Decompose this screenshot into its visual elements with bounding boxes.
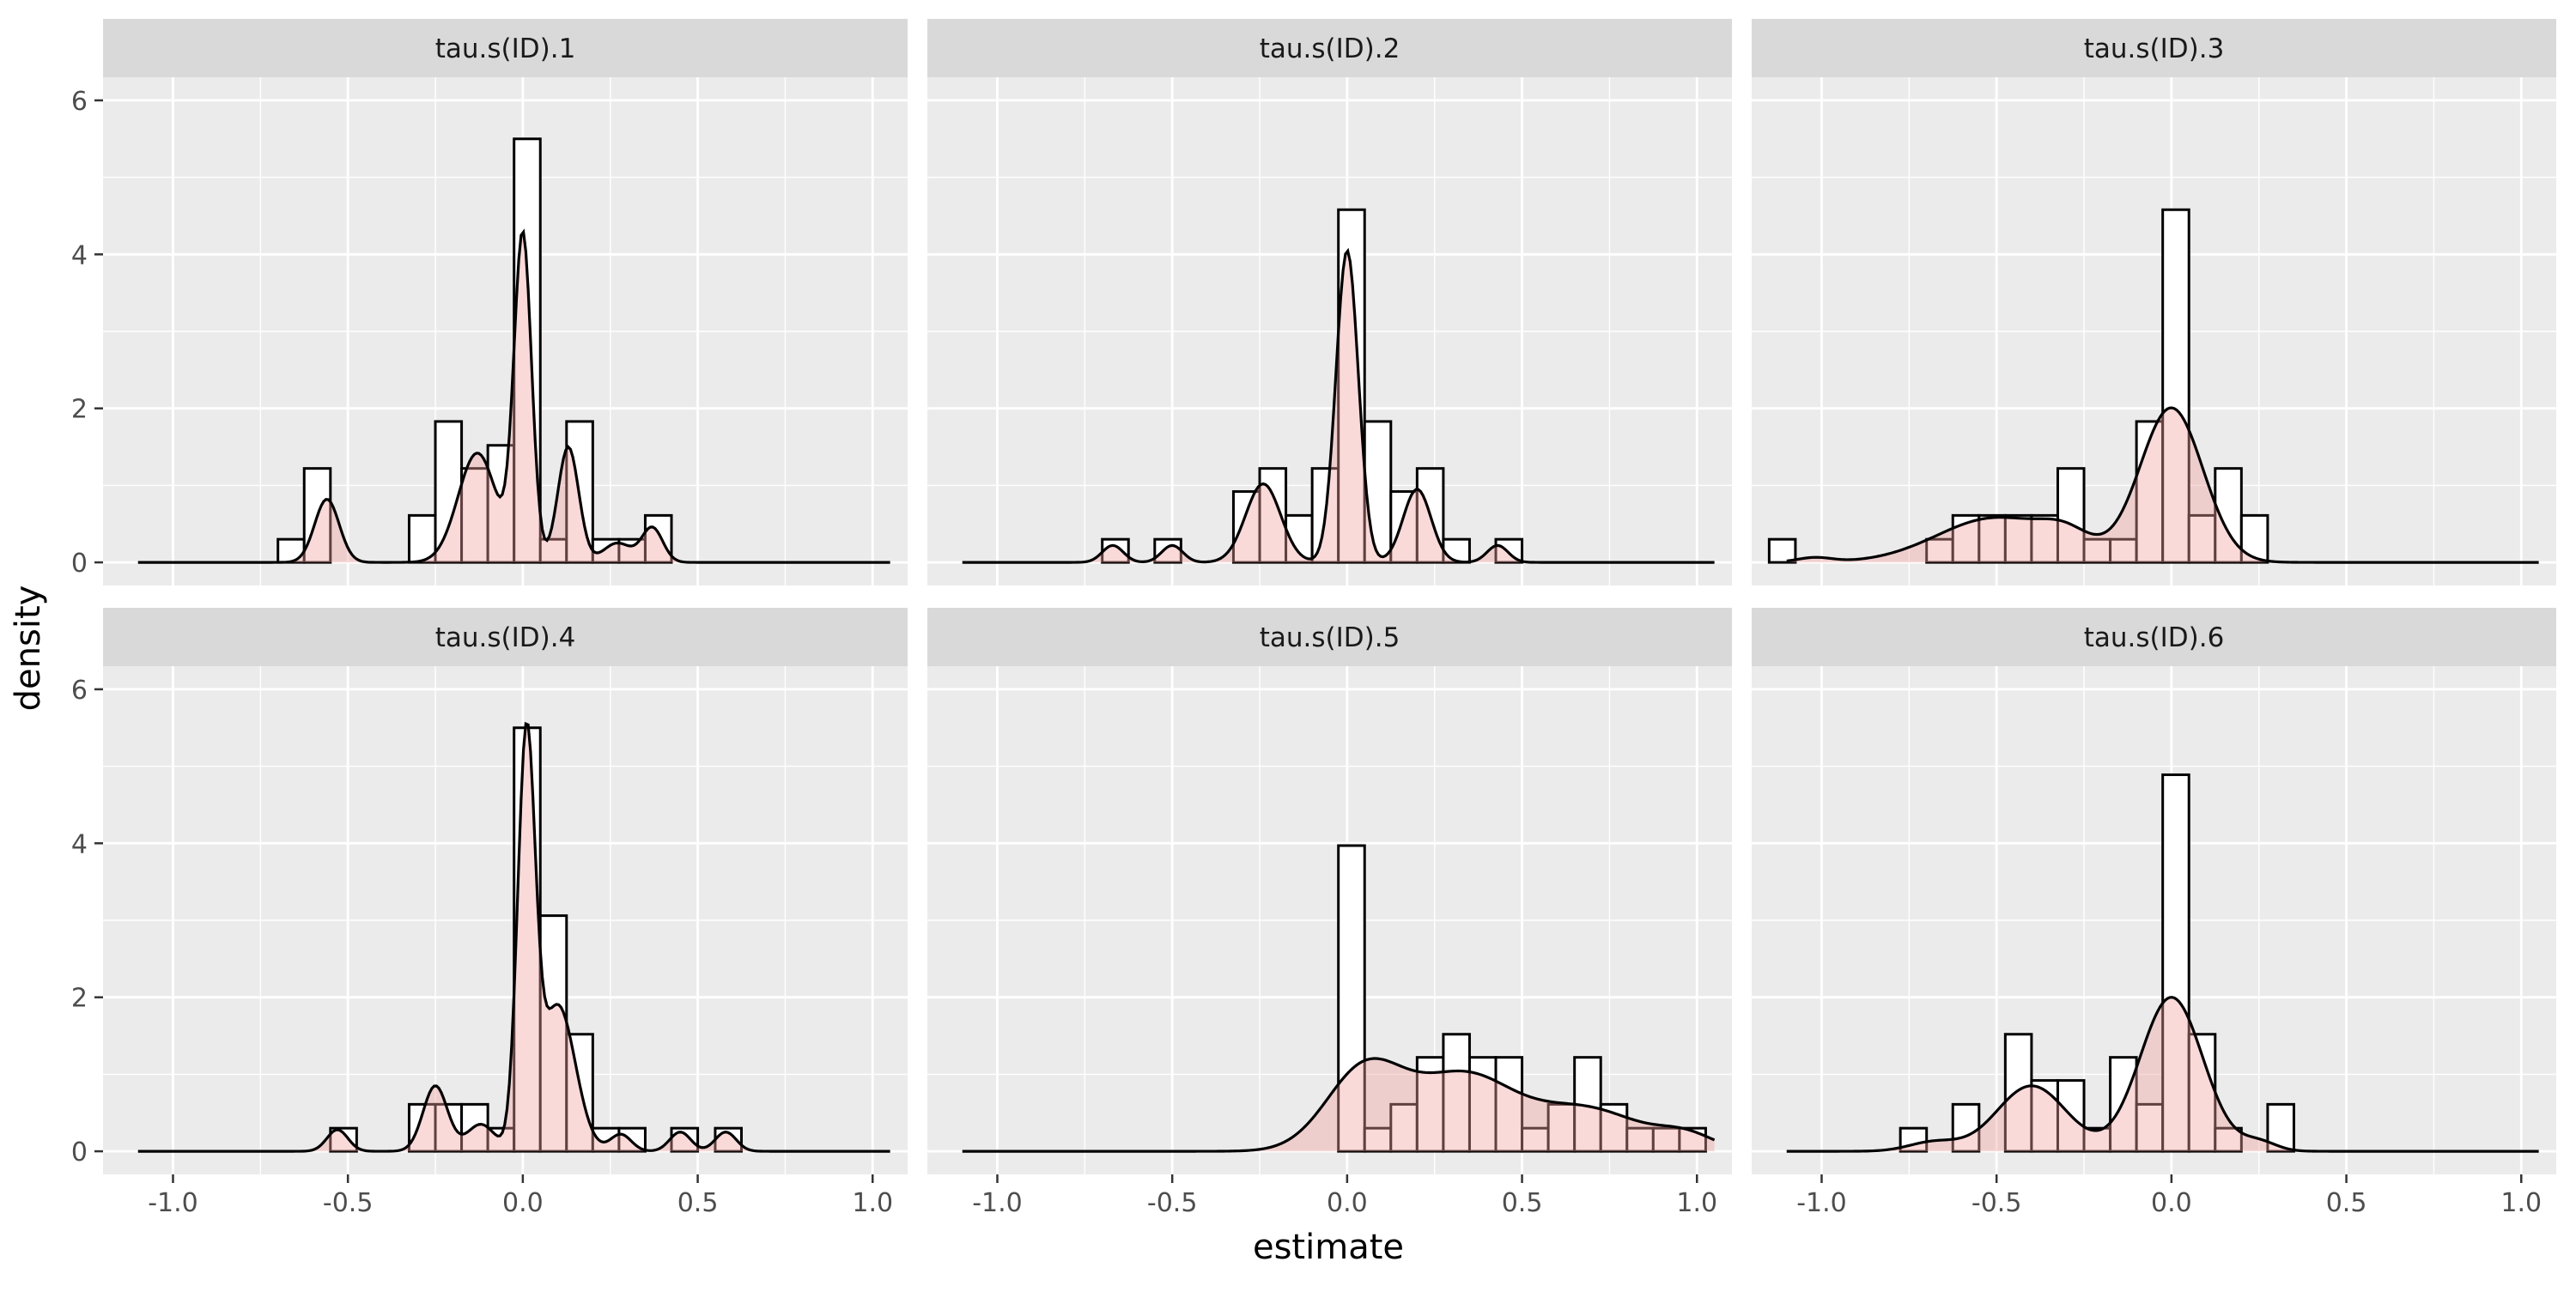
- y-tick-label: 2: [71, 395, 88, 425]
- y-tick-label: 4: [71, 829, 88, 859]
- facet-strip-label: tau.s(ID).4: [435, 622, 576, 653]
- histogram-bar: [1494, 537, 1524, 564]
- x-tick-label: -1.0: [148, 1188, 198, 1218]
- histogram-bar: [538, 537, 568, 564]
- histogram-bar: [513, 137, 542, 564]
- x-tick-label: -1.0: [1796, 1188, 1847, 1218]
- histogram-bar: [1978, 513, 2007, 564]
- x-tick-label: 1.0: [852, 1188, 893, 1218]
- density-curve: [1786, 406, 2539, 564]
- density-area: [1786, 997, 2539, 1152]
- histogram-bar: [486, 444, 516, 564]
- histogram-bar: [538, 914, 568, 1153]
- x-axis-title: estimate: [1253, 1228, 1404, 1267]
- histogram-bar: [1951, 1102, 1981, 1153]
- facet-panel-3: tau.s(ID).3: [1752, 19, 2556, 585]
- facet-panel-2: tau.s(ID).2: [927, 19, 1732, 585]
- facet-strip-label: tau.s(ID).6: [2084, 622, 2225, 653]
- facet-strip-label: tau.s(ID).2: [1260, 33, 1400, 64]
- histogram-bar: [302, 467, 332, 564]
- x-tick-label: 0.0: [502, 1188, 544, 1218]
- density-curve: [137, 721, 890, 1153]
- density-curve: [137, 228, 890, 564]
- histogram-bar: [2161, 773, 2190, 1153]
- x-tick-label: -0.5: [1147, 1188, 1198, 1218]
- y-tick-label: 4: [71, 240, 88, 270]
- facet-strip: [927, 608, 1732, 666]
- density-area: [962, 251, 1715, 563]
- x-tick-label: -0.5: [1971, 1188, 2022, 1218]
- histogram-bar: [565, 1033, 594, 1153]
- x-tick-label: 0.5: [2326, 1188, 2367, 1218]
- density-curve: [1786, 996, 2539, 1153]
- y-tick-label: 0: [71, 549, 88, 579]
- facet-strip-label: tau.s(ID).1: [435, 33, 576, 64]
- y-axis-title: density: [9, 585, 48, 712]
- histogram-bar: [1494, 1056, 1524, 1153]
- facet-strip: [1752, 19, 2556, 77]
- histogram-bar: [643, 513, 673, 564]
- facet-strip-label: tau.s(ID).5: [1260, 622, 1400, 653]
- facet-panel-4: tau.s(ID).4 0 2 4 6 -1.0 -0.5 0.0 0.5 1.0: [71, 608, 908, 1218]
- histogram-bar: [2239, 513, 2269, 564]
- facet-panel-1: tau.s(ID).1 0 2 4 6: [71, 19, 908, 585]
- y-tick-label: 6: [71, 87, 88, 117]
- facet-panel-6: tau.s(ID).6 -1.0 -0.5 0.0 0.5 1.0: [1752, 608, 2556, 1218]
- histogram-bar: [1767, 537, 1797, 564]
- histogram-bar: [2003, 513, 2033, 564]
- x-tick-label: 0.5: [1502, 1188, 1543, 1218]
- x-tick-label: 1.0: [2500, 1188, 2542, 1218]
- y-tick-label: 6: [71, 676, 88, 706]
- density-area: [1786, 408, 2539, 563]
- y-tick-label: 2: [71, 984, 88, 1014]
- histogram-bar: [513, 726, 542, 1153]
- histogram-bar: [1625, 1126, 1655, 1153]
- histogram-bar: [670, 1126, 700, 1153]
- histogram-bar: [434, 420, 464, 564]
- histogram-bar: [1363, 1126, 1393, 1153]
- facet-strip: [103, 19, 908, 77]
- x-tick-label: -1.0: [972, 1188, 1023, 1218]
- facet-panel-5: tau.s(ID).5 -1.0 -0.5 0.0 0.5 1.0: [927, 608, 1732, 1218]
- facet-strip: [927, 19, 1732, 77]
- x-tick-label: 0.0: [1327, 1188, 1368, 1218]
- histogram-bar: [1363, 420, 1393, 564]
- histogram-bar: [407, 513, 437, 564]
- histogram-bar: [1337, 844, 1366, 1153]
- histogram-bar: [2109, 537, 2138, 564]
- x-tick-label: 0.0: [2151, 1188, 2192, 1218]
- density-curve: [962, 1057, 1716, 1153]
- density-area: [962, 1058, 1715, 1152]
- histogram-bar: [2214, 1126, 2243, 1153]
- histogram-bar: [1153, 537, 1182, 564]
- facet-strip-label: tau.s(ID).3: [2084, 33, 2225, 64]
- histogram-bar: [1389, 490, 1419, 564]
- histogram-bar: [2056, 467, 2086, 564]
- x-tick-label: 0.5: [677, 1188, 719, 1218]
- histogram-bar: [2161, 208, 2190, 564]
- x-tick-label: 1.0: [1676, 1188, 1717, 1218]
- density-curve: [962, 247, 1715, 564]
- density-area: [137, 232, 890, 563]
- facet-strip: [1752, 608, 2556, 666]
- x-tick-label: -0.5: [323, 1188, 374, 1218]
- density-area: [137, 724, 890, 1152]
- y-tick-label: 0: [71, 1137, 88, 1168]
- facet-strip: [103, 608, 908, 666]
